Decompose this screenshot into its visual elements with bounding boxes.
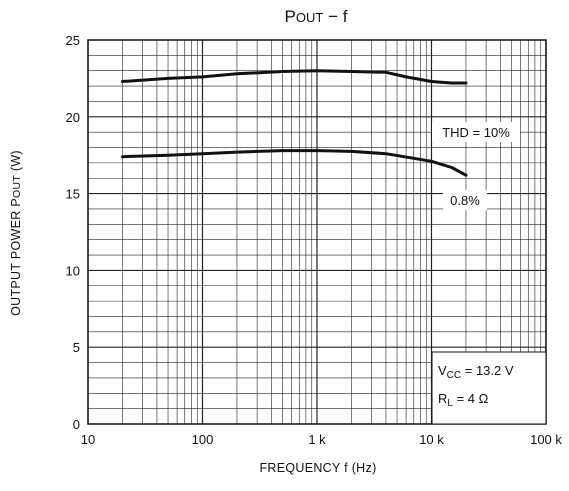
- x-axis-title: FREQUENCY f (Hz): [259, 461, 376, 475]
- series-label-10pct: THD = 10%: [442, 125, 510, 140]
- series-label-10pct-bg: [432, 122, 520, 142]
- series-label-08pct: 0.8%: [450, 193, 480, 208]
- x-tick-labels: 10 100 1 k 10 k 100 k: [81, 432, 563, 447]
- x-tick-label: 100: [192, 432, 214, 447]
- rl-condition: RL = 4 Ω: [438, 391, 489, 409]
- x-tick-label: 10 k: [419, 432, 444, 447]
- series-line-thd-10pct: [121, 69, 468, 85]
- series-layer: [121, 69, 468, 177]
- y-tick-label: 5: [73, 340, 80, 355]
- y-axis-title: OUTPUT POWER POUT (W): [9, 150, 23, 316]
- y-tick-label: 15: [66, 187, 80, 202]
- vcc-condition: VCC = 13.2 V: [438, 363, 514, 381]
- y-tick-label: 20: [66, 110, 80, 125]
- chart-title: POUT − f: [285, 7, 348, 26]
- series-label-08pct-bg: [443, 190, 487, 210]
- y-tick-label: 10: [66, 263, 80, 278]
- conditions-box: [431, 351, 547, 425]
- y-tick-labels: 0 5 10 15 20 25: [66, 33, 80, 432]
- series-line-thd-0-8pct: [121, 149, 468, 177]
- y-tick-label: 0: [73, 417, 80, 432]
- y-tick-label: 25: [66, 33, 80, 48]
- plot-frame: [87, 39, 547, 425]
- x-tick-label: 100 k: [530, 432, 562, 447]
- x-tick-label: 10: [81, 432, 95, 447]
- x-tick-label: 1 k: [308, 432, 326, 447]
